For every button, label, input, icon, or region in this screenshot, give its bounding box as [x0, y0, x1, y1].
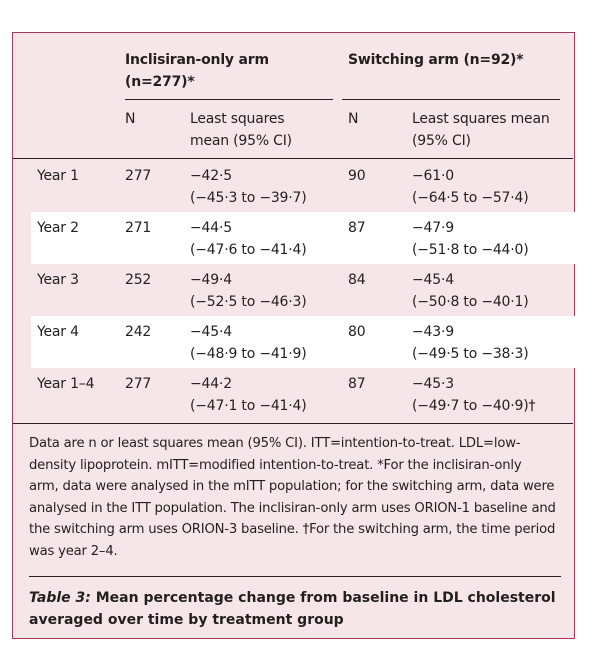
- row-label: Year 4: [37, 324, 79, 340]
- row-mean1-value: −49·4: [190, 272, 232, 288]
- col-header-n1: N: [125, 111, 136, 127]
- row-mean1: −49·4 (−52·5 to −46·3): [190, 269, 307, 313]
- caption-title-line2: averaged over time by treatment group: [29, 612, 344, 628]
- row-mean2: −45·3 (−49·7 to −40·9)†: [412, 373, 535, 417]
- row-band-year4: [31, 316, 576, 368]
- row-mean2: −47·9 (−51·8 to −44·0): [412, 217, 529, 261]
- table-footnote: Data are n or least squares mean (95% CI…: [29, 433, 567, 562]
- col-header-lsm1-line1: Least squares: [190, 111, 285, 127]
- row-n2: 80: [348, 324, 366, 340]
- header-rule: [13, 158, 573, 159]
- group-header-inclisiran: Inclisiran-only arm (n=277)*: [125, 49, 269, 93]
- caption-rule: [29, 576, 561, 577]
- col-header-lsm2: Least squares mean (95% CI): [412, 108, 550, 152]
- row-n2: 84: [348, 272, 366, 288]
- footnote-line: the switching arm uses ORION-3 baseline.…: [29, 522, 556, 537]
- row-n1: 277: [125, 168, 152, 184]
- row-mean2-value: −45·3: [412, 376, 454, 392]
- row-n2: 90: [348, 168, 366, 184]
- row-mean2: −43·9 (−49·5 to −38·3): [412, 321, 529, 365]
- row-mean2-value: −45·4: [412, 272, 454, 288]
- row-n1: 242: [125, 324, 152, 340]
- group-rule-switching: [342, 99, 560, 100]
- row-mean2-value: −47·9: [412, 220, 454, 236]
- footnote-line: analysed in the ITT population. The incl…: [29, 500, 556, 516]
- row-mean1-ci: (−47·6 to −41·4): [190, 242, 307, 258]
- row-label: Year 1–4: [37, 376, 95, 392]
- row-mean2-ci: (−49·7 to −40·9)†: [412, 398, 536, 414]
- row-label: Year 3: [37, 272, 79, 288]
- row-mean2-ci: (−51·8 to −44·0): [412, 242, 529, 258]
- col-header-lsm2-line2: (95% CI): [412, 133, 471, 149]
- row-mean1-value: −44·5: [190, 220, 232, 236]
- row-n1: 271: [125, 220, 152, 236]
- col-header-lsm1: Least squares mean (95% CI): [190, 108, 292, 152]
- row-mean1-ci: (−45·3 to −39·7): [190, 190, 307, 206]
- table-bottom-rule: [13, 423, 573, 424]
- caption-label: Table 3:: [29, 590, 91, 606]
- group-header-switching-line1: Switching arm (n=92)*: [348, 52, 524, 68]
- table-panel: Inclisiran-only arm (n=277)* Switching a…: [12, 32, 576, 639]
- col-header-n2: N: [348, 111, 359, 127]
- row-mean1-value: −42·5: [190, 168, 232, 184]
- row-label: Year 1: [37, 168, 79, 184]
- caption-title-line1: Mean percentage change from baseline in …: [90, 590, 556, 606]
- row-label: Year 2: [37, 220, 79, 236]
- group-header-inclisiran-line1: Inclisiran-only arm: [125, 52, 269, 68]
- group-header-switching: Switching arm (n=92)*: [348, 49, 524, 71]
- group-rule-inclisiran: [125, 99, 333, 100]
- row-mean1-ci: (−48·9 to −41·9): [190, 346, 307, 362]
- row-mean2-ci: (−64·5 to −57·4): [412, 190, 529, 206]
- col-header-lsm1-line2: mean (95% CI): [190, 133, 292, 149]
- footnote-line: was year 2–4.: [29, 543, 118, 559]
- row-mean2: −45·4 (−50·8 to −40·1): [412, 269, 529, 313]
- row-mean1: −44·5 (−47·6 to −41·4): [190, 217, 307, 261]
- row-mean2-ci: (−50·8 to −40·1): [412, 294, 529, 310]
- row-mean1-value: −44·2: [190, 376, 232, 392]
- row-mean1-ci: (−47·1 to −41·4): [190, 398, 307, 414]
- row-n2: 87: [348, 220, 366, 236]
- row-mean1: −45·4 (−48·9 to −41·9): [190, 321, 307, 365]
- footnote-line: Data are n or least squares mean (95% CI…: [29, 436, 521, 451]
- group-header-inclisiran-line2: (n=277)*: [125, 74, 195, 90]
- table-caption: Table 3: Mean percentage change from bas…: [29, 587, 567, 631]
- col-header-lsm2-line1: Least squares mean: [412, 111, 550, 127]
- row-n1: 277: [125, 376, 152, 392]
- row-n1: 252: [125, 272, 152, 288]
- footnote-line: density lipoprotein. mITT=modified inten…: [29, 457, 522, 473]
- row-mean2-ci: (−49·5 to −38·3): [412, 346, 529, 362]
- row-n2: 87: [348, 376, 366, 392]
- row-mean1: −44·2 (−47·1 to −41·4): [190, 373, 307, 417]
- row-mean2: −61·0 (−64·5 to −57·4): [412, 165, 529, 209]
- row-mean2-value: −61·0: [412, 168, 454, 184]
- footnote-line: arm, data were analysed in the mITT popu…: [29, 479, 555, 494]
- row-mean1-ci: (−52·5 to −46·3): [190, 294, 307, 310]
- row-band-year2: [31, 212, 576, 264]
- row-mean1: −42·5 (−45·3 to −39·7): [190, 165, 307, 209]
- row-mean2-value: −43·9: [412, 324, 454, 340]
- row-mean1-value: −45·4: [190, 324, 232, 340]
